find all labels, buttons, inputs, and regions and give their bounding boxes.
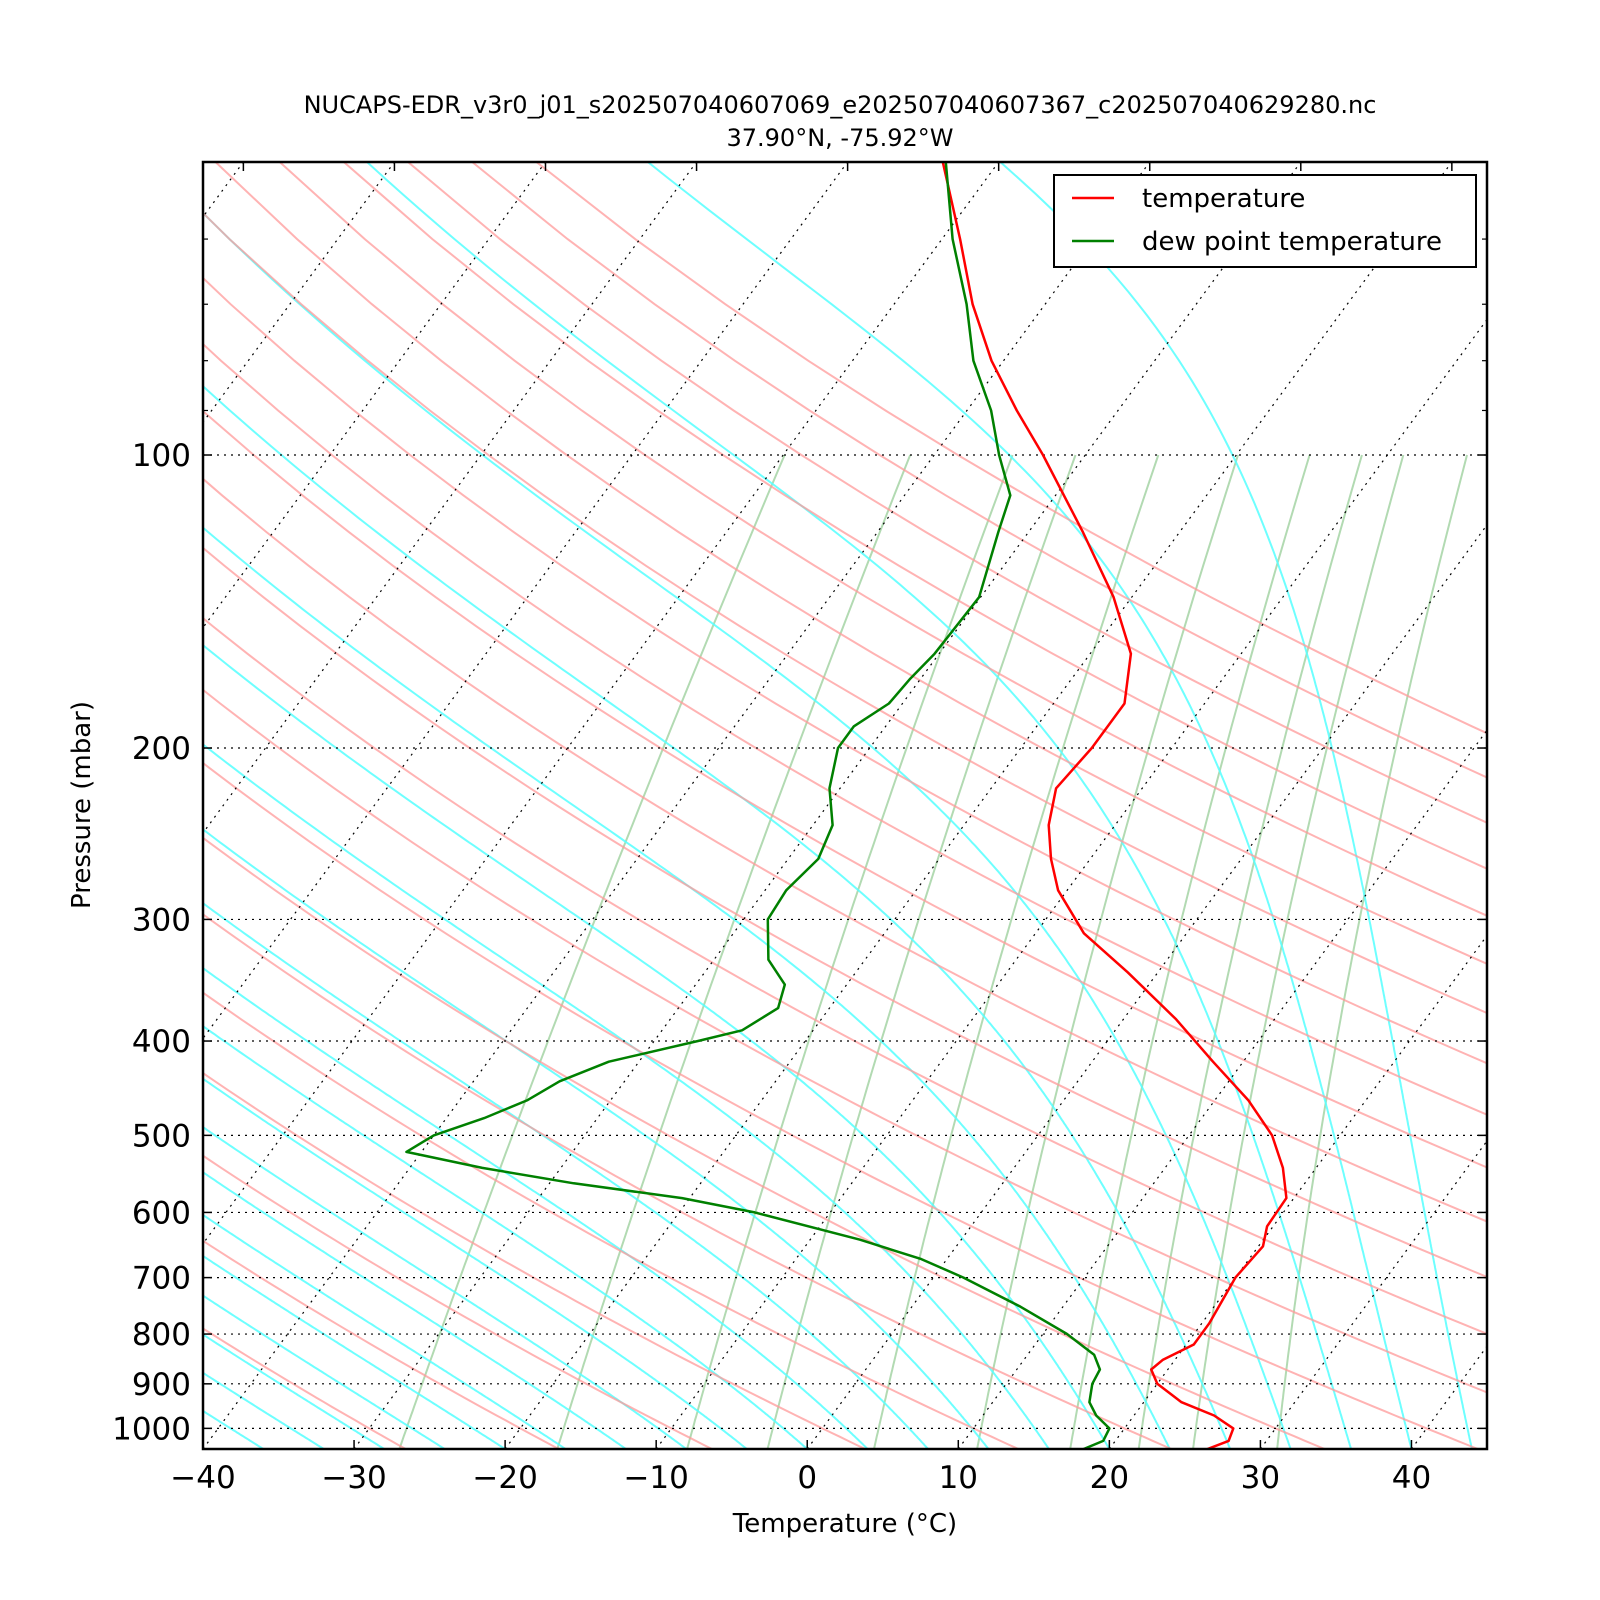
dry-adiabat-line <box>203 477 1487 1223</box>
moist-adiabat-line <box>647 162 1413 1449</box>
moist-adiabat-lines <box>203 162 1473 1449</box>
chart-title: NUCAPS-EDR_v3r0_j01_s202507040607069_e20… <box>304 91 1377 119</box>
dry-adiabat-line <box>203 211 1487 1015</box>
skewed-isotherm-lines <box>203 162 1487 1449</box>
dry-adiabat-line <box>343 162 1487 870</box>
isotherm-line <box>504 162 1453 1449</box>
isotherm-line <box>353 162 1302 1449</box>
moist-adiabat-line <box>203 1125 687 1449</box>
x-tick-label: 0 <box>797 1460 817 1496</box>
mixing-ratio-line <box>1069 454 1311 1449</box>
mixing-ratio-line <box>1276 454 1468 1449</box>
mixing-ratio-line <box>398 454 786 1449</box>
isotherm-line <box>806 523 1487 1449</box>
dewpoint-line <box>405 162 1111 1449</box>
dry-adiabat-line <box>203 409 1487 1169</box>
dry-adiabat-line <box>203 1154 713 1449</box>
moist-adiabat-line <box>203 384 1232 1449</box>
chart-subtitle: 37.90°N, -75.92°W <box>726 124 953 152</box>
x-tick-label: −30 <box>321 1460 386 1496</box>
x-tick-label: 10 <box>939 1460 978 1496</box>
dry-adiabat-line <box>203 546 1487 1279</box>
y-tick-label: 200 <box>132 731 191 767</box>
dry-adiabat-line <box>203 991 1019 1449</box>
moist-adiabat-line <box>203 1254 506 1449</box>
x-tick-label: −20 <box>472 1460 537 1496</box>
y-tick-label: 700 <box>132 1261 191 1297</box>
x-tick-label: −40 <box>170 1460 235 1496</box>
moist-adiabat-line <box>203 743 1050 1449</box>
background-reference-lines <box>203 162 1487 1449</box>
dry-adiabat-line <box>203 761 1479 1449</box>
axis-ticks <box>202 161 1487 1449</box>
isotherm-line <box>203 162 1000 1245</box>
dry-adiabat-line <box>203 342 1487 1116</box>
dry-adiabat-line <box>203 276 1487 1065</box>
mixing-ratio-line <box>766 454 1077 1449</box>
y-axis-label: Pressure (mbar) <box>67 701 97 909</box>
dry-adiabat-line <box>203 913 1172 1449</box>
y-tick-labels: 100 200 300 400 500 600 700 800 900 1000 <box>112 438 191 1447</box>
dry-adiabat-line <box>214 162 1487 965</box>
y-tick-label: 400 <box>132 1024 191 1060</box>
dry-adiabat-lines <box>203 162 1487 1449</box>
isotherm-line <box>203 162 849 1040</box>
moist-adiabat-line <box>203 902 929 1449</box>
isotherm-line <box>1259 1139 1487 1449</box>
moist-adiabat-line <box>203 526 1171 1449</box>
moist-adiabat-line <box>203 1077 748 1449</box>
dry-adiabat-line <box>203 688 1487 1394</box>
dry-adiabat-line <box>407 162 1487 824</box>
x-tick-label: −10 <box>623 1460 688 1496</box>
mixing-ratio-line <box>873 454 1160 1449</box>
legend-dewpoint-label: dew point temperature <box>1142 227 1442 257</box>
y-tick-label: 800 <box>132 1317 191 1353</box>
x-tick-labels: −40 −30 −20 −10 0 10 20 30 40 <box>170 1460 1431 1496</box>
moist-adiabat-line <box>999 162 1473 1449</box>
isotherm-line <box>957 729 1487 1449</box>
y-tick-label: 300 <box>132 902 191 938</box>
isotherm-line <box>203 162 698 834</box>
legend-box <box>1053 174 1477 268</box>
mixing-ratio-line <box>976 454 1239 1449</box>
y-tick-label: 600 <box>132 1195 191 1231</box>
moist-adiabat-line <box>203 1213 567 1449</box>
x-tick-label: 20 <box>1090 1460 1129 1496</box>
dry-adiabat-line <box>279 162 1487 917</box>
dry-adiabat-line <box>203 1327 407 1449</box>
moist-adiabat-line <box>203 1371 325 1449</box>
isotherm-line <box>203 162 546 629</box>
legend: temperature dew point temperature <box>1053 174 1477 268</box>
moist-adiabat-line <box>366 162 1352 1449</box>
dry-adiabat-line <box>203 1071 866 1449</box>
legend-temperature-label: temperature <box>1142 184 1305 214</box>
temperature-line <box>941 162 1288 1449</box>
isotherm-line <box>203 162 395 424</box>
moist-adiabat-line <box>203 828 990 1449</box>
isotherm-line <box>655 318 1487 1449</box>
moist-adiabat-line <box>203 1333 385 1449</box>
isotherm-line <box>1108 934 1487 1449</box>
y-tick-label: 500 <box>132 1118 191 1154</box>
isotherm-line <box>203 162 1151 1449</box>
dry-adiabat-line <box>203 616 1487 1335</box>
plot-frame <box>201 160 1489 1451</box>
y-tick-label: 1000 <box>112 1411 191 1447</box>
moist-adiabat-line <box>203 1294 446 1449</box>
dry-adiabat-line <box>203 1239 560 1449</box>
mixing-ratio-line <box>1192 454 1405 1449</box>
moist-adiabat-line <box>203 966 869 1449</box>
data-series <box>405 162 1288 1449</box>
x-tick-label: 40 <box>1392 1460 1431 1496</box>
moist-adiabat-line <box>203 643 1111 1449</box>
x-axis-label: Temperature (°C) <box>732 1509 957 1539</box>
y-tick-label: 100 <box>132 438 191 474</box>
y-tick-label: 900 <box>132 1367 191 1403</box>
moist-adiabat-line <box>203 1171 627 1449</box>
x-tick-label: 30 <box>1241 1460 1280 1496</box>
